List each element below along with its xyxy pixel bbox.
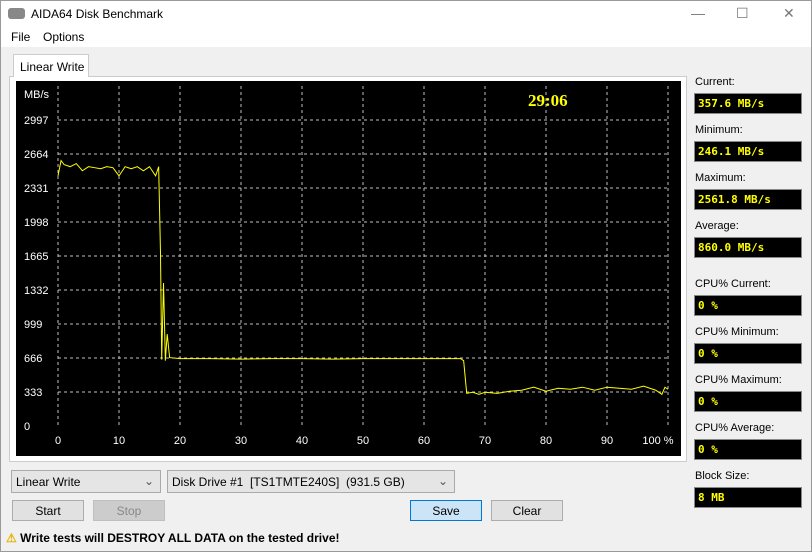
y-tick-label: 2331 xyxy=(24,183,48,195)
chevron-down-icon: ⌄ xyxy=(143,474,154,488)
stat-label: Average: xyxy=(695,220,739,232)
stat-value: 0 % xyxy=(694,343,802,364)
y-tick-label: 2997 xyxy=(24,115,48,127)
elapsed-timer: 29:06 xyxy=(528,91,568,110)
x-tick-label: 60 xyxy=(418,435,430,447)
disk-icon xyxy=(8,8,25,19)
menu-bar: File Options xyxy=(1,27,811,47)
drive-select-value: Disk Drive #1 [TS1TMTE240S] (931.5 GB) xyxy=(172,475,405,489)
test-select-value: Linear Write xyxy=(16,475,81,489)
stat-label: CPU% Minimum: xyxy=(695,326,779,338)
x-tick-label: 30 xyxy=(235,435,247,447)
y-tick-label: 1332 xyxy=(24,285,48,297)
stat-label: Maximum: xyxy=(695,172,746,184)
y-tick-label: 1665 xyxy=(24,251,48,263)
x-tick-label: 70 xyxy=(479,435,491,447)
x-tick-label: 0 xyxy=(55,435,61,447)
start-button[interactable]: Start xyxy=(12,500,84,521)
stat-value: 0 % xyxy=(694,295,802,316)
clear-button[interactable]: Clear xyxy=(491,500,563,521)
stat-value: 8 MB xyxy=(694,487,802,508)
chevron-down-icon: ⌄ xyxy=(437,474,448,488)
stat-value: 0 % xyxy=(694,439,802,460)
stat-label: Current: xyxy=(695,76,735,88)
close-button[interactable]: ✕ xyxy=(783,5,795,21)
benchmark-chart: 0 10 20 30 40 50 60 70 80 90 100 % 0 333 666 999 1332 16… xyxy=(16,81,681,456)
stop-button[interactable]: Stop xyxy=(93,500,165,521)
x-tick-label: 20 xyxy=(174,435,186,447)
maximize-button[interactable]: ☐ xyxy=(736,5,749,21)
x-tick-label: 50 xyxy=(357,435,369,447)
x-tick-label: 100 % xyxy=(642,435,673,447)
stat-value: 860.0 MB/s xyxy=(694,237,802,258)
warning-text: Write tests will DESTROY ALL DATA on the… xyxy=(20,531,340,545)
save-button[interactable]: Save xyxy=(410,500,482,521)
x-tick-label: 10 xyxy=(113,435,125,447)
y-tick-label: 2664 xyxy=(24,149,48,161)
warning-icon: ⚠ xyxy=(6,531,17,545)
y-tick-label: 1998 xyxy=(24,217,48,229)
stat-label: Minimum: xyxy=(695,124,743,136)
y-tick-label: 333 xyxy=(24,387,42,399)
stat-value: 357.6 MB/s xyxy=(694,93,802,114)
x-tick-label: 90 xyxy=(601,435,613,447)
chart-svg: 0 10 20 30 40 50 60 70 80 90 100 % 0 333 666 999 1332 16… xyxy=(24,86,674,447)
y-tick-label: 999 xyxy=(24,319,42,331)
stat-label: CPU% Maximum: xyxy=(695,374,782,386)
x-tick-label: 80 xyxy=(540,435,552,447)
x-tick-label: 40 xyxy=(296,435,308,447)
menu-options[interactable]: Options xyxy=(43,30,85,44)
tab-linear-write[interactable]: Linear Write xyxy=(13,54,89,77)
title-bar: AIDA64 Disk Benchmark — ☐ ✕ xyxy=(1,1,811,27)
stat-label: CPU% Average: xyxy=(695,422,775,434)
stat-value: 246.1 MB/s xyxy=(694,141,802,162)
drive-select[interactable]: Disk Drive #1 [TS1TMTE240S] (931.5 GB) ⌄ xyxy=(167,470,455,493)
y-tick-label: 666 xyxy=(24,353,42,365)
stat-label: CPU% Current: xyxy=(695,278,771,290)
warning-message: ⚠ Write tests will DESTROY ALL DATA on t… xyxy=(6,531,340,545)
stat-value: 2561.8 MB/s xyxy=(694,189,802,210)
window-title: AIDA64 Disk Benchmark xyxy=(31,7,164,21)
stat-value: 0 % xyxy=(694,391,802,412)
stat-label: Block Size: xyxy=(695,470,750,482)
write-speed-line xyxy=(57,159,669,396)
menu-file[interactable]: File xyxy=(11,30,31,44)
minimize-button[interactable]: — xyxy=(691,5,705,21)
test-select[interactable]: Linear Write ⌄ xyxy=(11,470,161,493)
y-tick-label: 0 xyxy=(24,421,30,433)
y-axis-unit: MB/s xyxy=(24,89,50,101)
